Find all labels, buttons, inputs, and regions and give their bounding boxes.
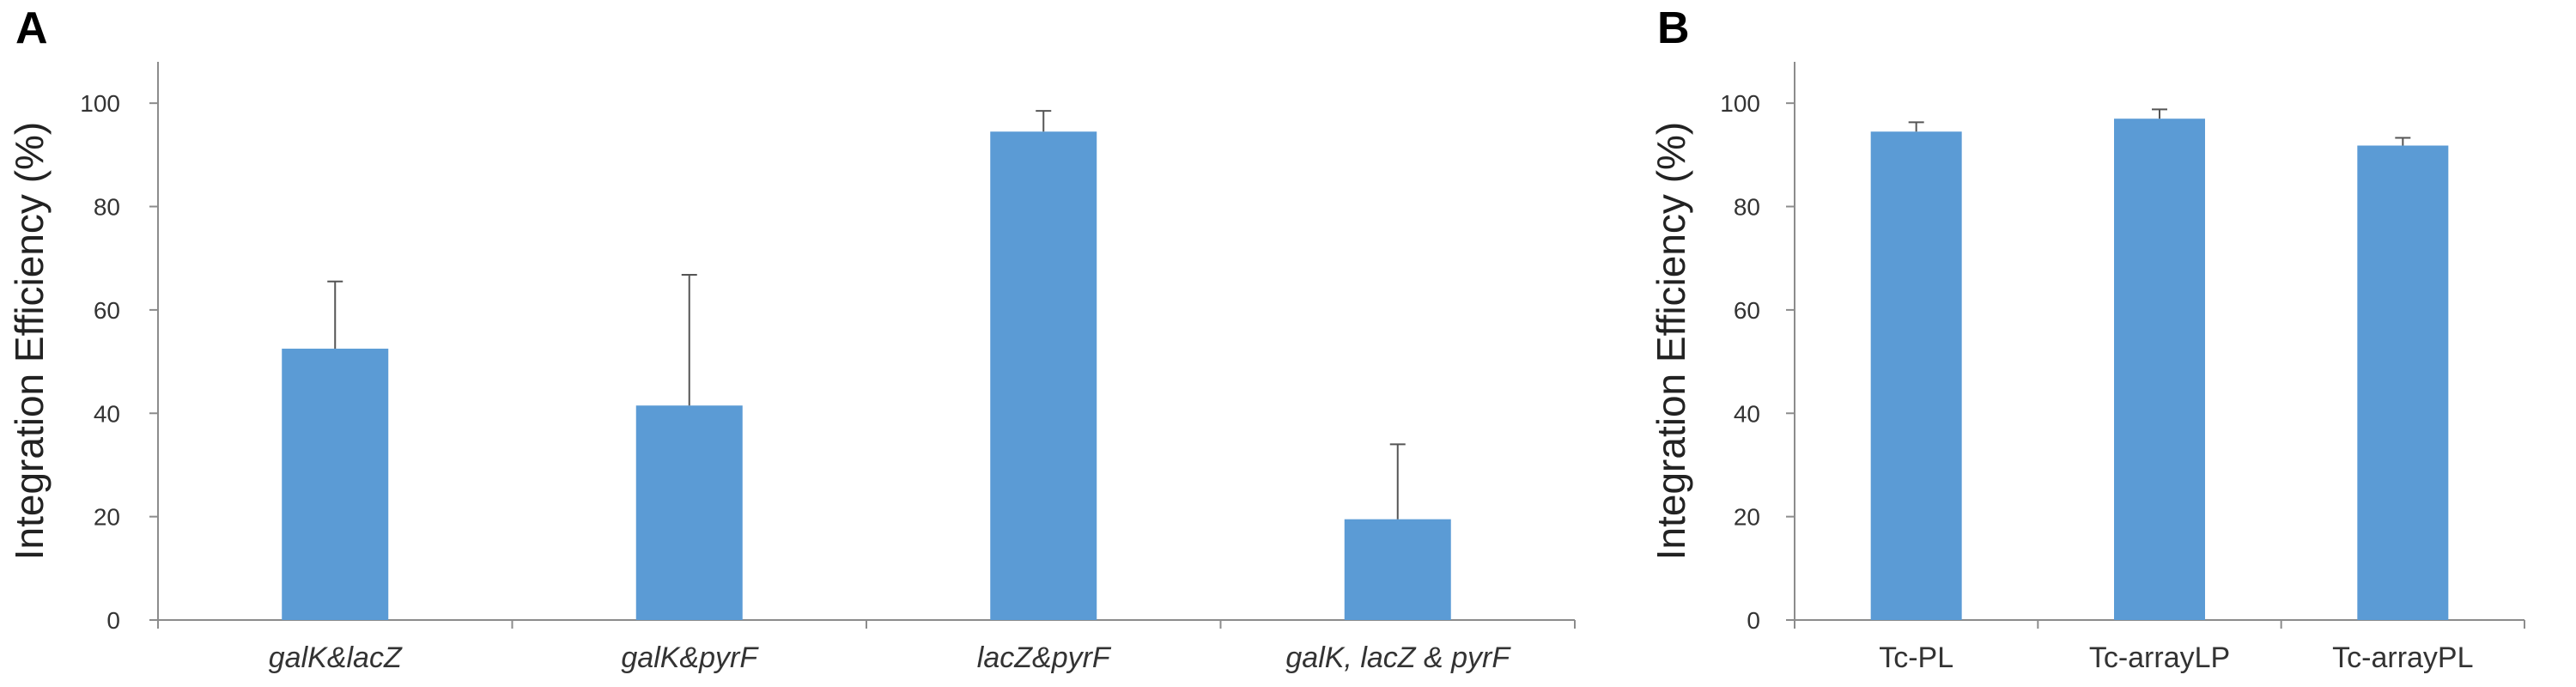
bar [282, 349, 389, 620]
bar [1870, 131, 1962, 620]
x-category-label: Tc-arrayPL [2332, 641, 2473, 674]
plot-area-a: 0 20 40 60 80 100 galK&lacZ galK&pyrF lacZ&pyrF g… [80, 62, 1576, 674]
y-tick-label: 60 [1734, 297, 1760, 324]
bar [990, 131, 1097, 620]
x-category-label: galK, lacZ & pyrF [1285, 641, 1511, 674]
y-tick-label: 20 [1734, 504, 1760, 531]
y-tick-label: 0 [1747, 607, 1760, 634]
y-tick-label: 100 [1720, 90, 1760, 117]
x-category-label: galK&pyrF [621, 641, 759, 674]
plot-area-b: 0 20 40 60 80 100 Tc-PL Tc-arrayLP Tc-arrayPL [1720, 62, 2525, 674]
bar [2357, 145, 2449, 620]
y-tick-label: 40 [94, 400, 120, 427]
y-axis-label-a: Integration Efficiency (%) [7, 122, 52, 561]
y-tick-label: 80 [94, 194, 120, 221]
panel-letter-b: B [1657, 3, 1690, 53]
panel-letter-a: A [15, 3, 48, 53]
x-category-label: Tc-PL [1879, 641, 1953, 674]
bar [1344, 519, 1451, 620]
x-category-label: galK&lacZ [269, 641, 403, 674]
y-tick-label: 80 [1734, 194, 1760, 221]
y-axis-label-b: Integration Efficiency (%) [1649, 122, 1693, 561]
y-tick-label: 0 [106, 607, 120, 634]
panel-a: A Integration Efficiency (%) 0 20 40 60 80 10… [7, 3, 1576, 674]
panel-b: B Integration Efficiency (%) 0 20 40 60 80 10… [1649, 3, 2525, 674]
x-category-label: lacZ&pyrF [977, 641, 1112, 674]
bar [2114, 119, 2205, 620]
x-category-label: Tc-arrayLP [2089, 641, 2230, 674]
y-tick-label: 40 [1734, 400, 1760, 427]
bar [635, 405, 743, 620]
y-tick-label: 100 [80, 90, 120, 117]
y-tick-label: 60 [94, 297, 120, 324]
y-tick-label: 20 [94, 504, 120, 531]
